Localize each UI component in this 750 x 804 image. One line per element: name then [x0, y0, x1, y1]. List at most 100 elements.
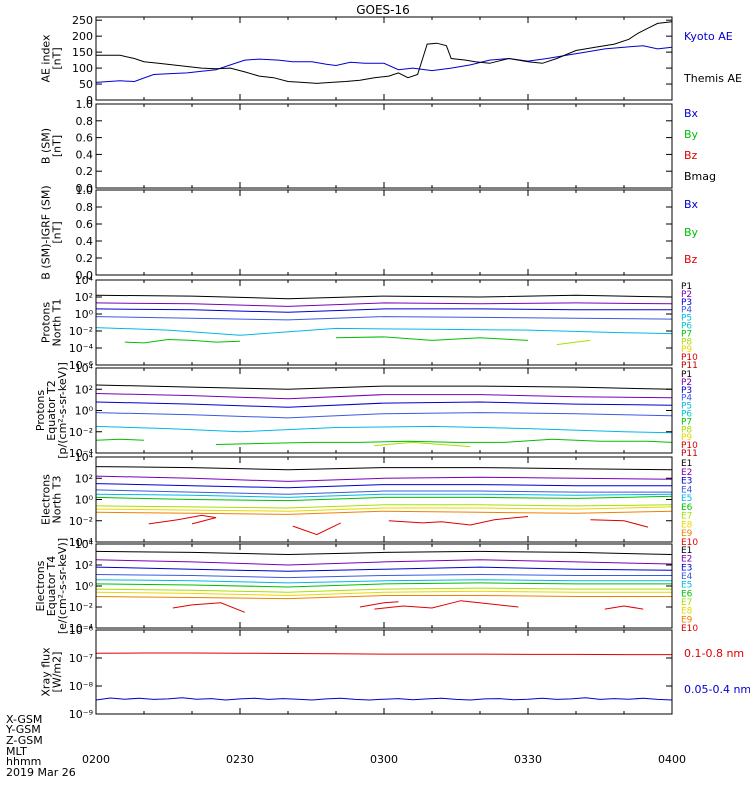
legend-item-b_sm-bmag: Bmag [684, 170, 716, 183]
series-line-electrons_t3-e10-10 [293, 523, 341, 535]
y-tick-label-protons_t1-2: 10⁻² [69, 325, 93, 338]
y-tick-label-protons_t2-3: 10² [75, 383, 93, 396]
legend-item-electrons_t4-e10: E10 [681, 624, 698, 634]
y-axis-label-line-electrons_t4-2: [e/(cm²-s-sr-keV)] [56, 538, 69, 634]
y-tick-label-electrons_t4-4: 10⁴ [75, 538, 94, 551]
chart-title: GOES-16 [356, 3, 410, 17]
legend-item-ae-themis-ae: Themis AE [683, 72, 742, 85]
y-axis-label-line-b_igrf-1: [nT] [51, 221, 64, 243]
legend-item-b_igrf-bz: Bz [684, 253, 698, 266]
series-line-electrons_t4-e9-8 [96, 596, 672, 599]
y-tick-label-b_igrf-3: 0.6 [76, 218, 94, 231]
y-tick-label-protons_t1-1: 10⁻⁴ [69, 342, 94, 355]
y-tick-label-xray-2: 10⁻⁷ [69, 652, 93, 665]
legend-item-xray-0-1-0-8-nm: 0.1-0.8 nm [684, 647, 744, 660]
legend-item-protons_t2-p11: P11 [681, 449, 698, 459]
series-line-protons_t2-p4-3 [96, 413, 672, 418]
series-line-protons_t1-p1-0 [96, 295, 672, 298]
footer-label-5: 2019 Mar 26 [6, 766, 76, 779]
series-line-protons_t2-p3-2 [96, 402, 672, 407]
series-line-electrons_t3-e9-8 [96, 511, 672, 514]
y-tick-label-electrons_t4-2: 10⁰ [75, 580, 94, 593]
y-tick-label-electrons_t3-2: 10⁰ [75, 494, 94, 507]
series-line-electrons_t3-e10-12 [590, 520, 648, 527]
y-tick-label-protons_t2-1: 10⁻² [69, 426, 93, 439]
series-line-protons_t2-p2-1 [96, 394, 672, 399]
x-tick-label-2: 0300 [370, 753, 398, 766]
y-axis-label-protons_t2: ProtonsEquator T2[p/(cm²-s-sr-keV)] [34, 362, 69, 459]
y-tick-label-electrons_t3-4: 10⁴ [75, 451, 94, 464]
panel-frame-ae [96, 17, 672, 100]
series-line-protons_t2-p8-7 [374, 442, 470, 446]
series-line-electrons_t4-e2-1 [96, 560, 672, 565]
panel-frame-protons_t1 [96, 280, 672, 365]
y-tick-label-electrons_t3-3: 10² [75, 472, 93, 485]
y-axis-label-b_sm: B (SM)[nT] [40, 128, 64, 164]
y-tick-label-protons_t1-5: 10⁴ [75, 274, 94, 287]
series-line-electrons_t3-e2-1 [96, 476, 672, 481]
y-tick-label-electrons_t3-1: 10⁻² [69, 515, 93, 528]
y-tick-label-ae-3: 150 [72, 46, 93, 59]
y-tick-label-protons_t1-3: 10⁰ [75, 308, 94, 321]
panel-frame-b_sm [96, 104, 672, 188]
series-line-protons_t2-p7-6 [216, 439, 672, 444]
y-tick-label-xray-0: 10⁻⁹ [69, 708, 93, 721]
series-line-electrons_t3-e8-7 [96, 507, 672, 511]
y-axis-label-line-b_sm-1: [nT] [51, 135, 64, 157]
series-line-electrons_t4-e5-4 [96, 580, 672, 583]
series-line-electrons_t3-e6-5 [96, 496, 672, 500]
y-tick-label-protons_t1-4: 10² [75, 291, 93, 304]
series-line-protons_t1-p7-5 [125, 340, 240, 343]
series-line-protons_t1-p7-6 [336, 337, 528, 341]
series-line-protons_t1-p5-4 [96, 328, 672, 336]
y-axis-label-b_igrf: B (SM)-IGRF (SM)[nT] [40, 185, 64, 279]
y-tick-label-electrons_t4-1: 10⁻² [69, 601, 93, 614]
series-line-electrons_t4-e10-9 [173, 603, 245, 613]
x-tick-label-3: 0330 [514, 753, 542, 766]
series-group-xray [96, 653, 672, 700]
y-tick-label-electrons_t4-3: 10² [75, 559, 93, 572]
y-tick-label-xray-1: 10⁻⁸ [69, 680, 94, 693]
series-group-protons_t2 [96, 385, 672, 447]
y-tick-label-ae-4: 200 [72, 30, 93, 43]
series-line-electrons_t4-e4-3 [96, 575, 672, 578]
series-line-protons_t1-p4-3 [96, 317, 672, 320]
series-group-electrons_t3 [96, 467, 672, 535]
series-line-electrons_t4-e6-5 [96, 583, 672, 587]
y-axis-label-xray: Xray flux[W/m2] [40, 647, 64, 697]
series-line-xray-0-1-0-8-nm-0 [96, 653, 672, 655]
legend-item-b_sm-by: By [684, 128, 699, 141]
legend-item-b_igrf-bx: Bx [684, 198, 699, 211]
legend-item-xray-0-05-0-4-nm: 0.05-0.4 nm [684, 683, 750, 696]
y-axis-label-line-xray-1: [W/m2] [51, 652, 64, 693]
x-tick-label-4: 0400 [658, 753, 686, 766]
y-tick-label-ae-1: 50 [79, 78, 93, 91]
series-group-protons_t1 [96, 295, 672, 344]
panel-frame-xray [96, 630, 672, 714]
y-tick-label-ae-2: 100 [72, 62, 93, 75]
series-line-electrons_t4-e3-2 [96, 567, 672, 571]
series-line-electrons_t3-e3-2 [96, 484, 672, 488]
series-line-xray-0-05-0-4-nm-1 [96, 698, 672, 700]
panel-frame-b_igrf [96, 190, 672, 275]
series-line-electrons_t4-e10-10 [360, 602, 398, 607]
series-line-electrons_t3-e1-0 [96, 467, 672, 470]
y-tick-label-b_sm-4: 0.8 [76, 115, 94, 128]
y-axis-label-electrons_t3: ElectronsNorth T3 [40, 474, 64, 525]
y-tick-label-b_igrf-4: 0.8 [76, 201, 94, 214]
y-axis-label-line-ae-1: [nT] [51, 47, 64, 69]
y-axis-label-line-protons_t2-2: [p/(cm²-s-sr-keV)] [56, 362, 69, 459]
y-tick-label-protons_t2-4: 10⁴ [75, 362, 94, 375]
y-tick-label-b_sm-2: 0.4 [76, 148, 94, 161]
y-axis-label-protons_t1: ProtonsNorth T1 [40, 299, 64, 347]
series-line-electrons_t3-e4-3 [96, 490, 672, 494]
y-tick-label-protons_t2-2: 10⁰ [75, 405, 94, 418]
y-axis-label-line-electrons_t3-1: North T3 [51, 476, 64, 524]
y-tick-label-b_sm-1: 0.2 [76, 165, 94, 178]
y-axis-label-line-protons_t1-1: North T1 [51, 299, 64, 347]
